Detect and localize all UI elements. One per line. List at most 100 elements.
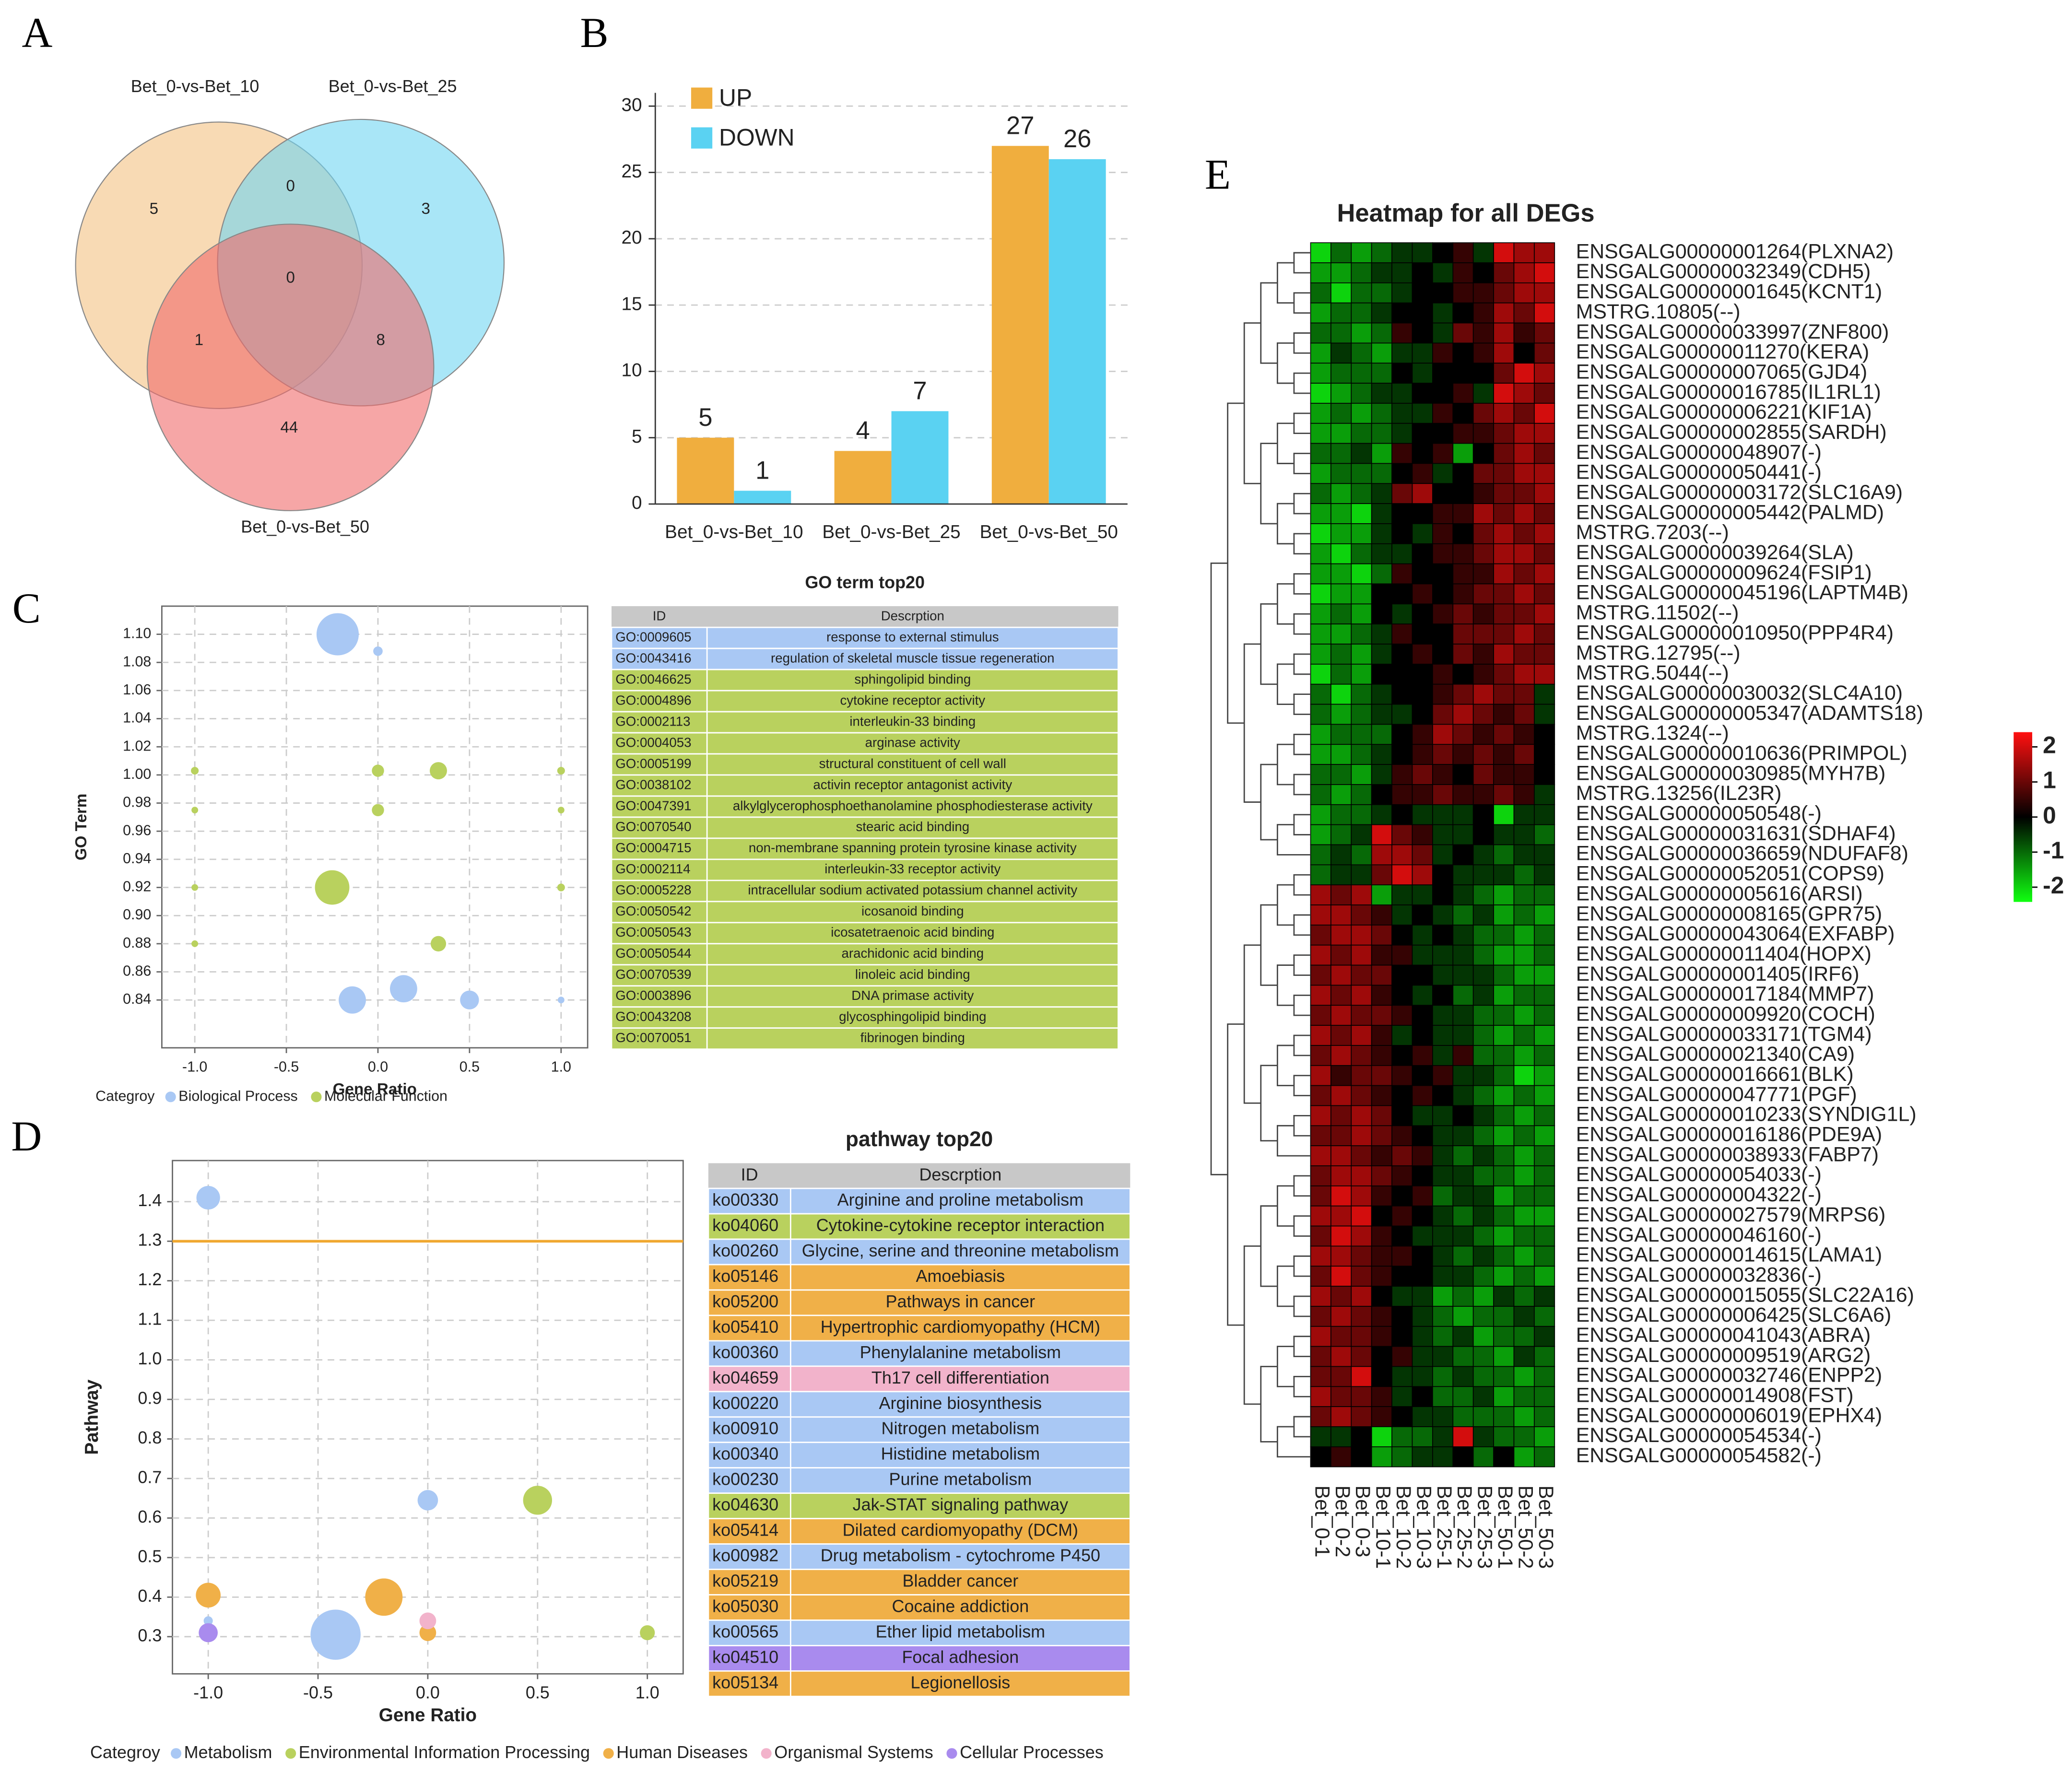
heatmap-cell bbox=[1351, 644, 1372, 665]
heatmap-cell bbox=[1493, 744, 1515, 765]
heatmap-cell bbox=[1472, 1386, 1494, 1407]
heatmap-cell bbox=[1371, 1025, 1392, 1046]
row-label: ENSGALG00000006425(SLC6A6) bbox=[1576, 1303, 1892, 1326]
heatmap-cell bbox=[1391, 383, 1413, 404]
heatmap-cell bbox=[1513, 1245, 1535, 1267]
table-row bbox=[611, 1027, 1119, 1050]
heatmap-cell bbox=[1493, 403, 1515, 424]
heatmap-cell bbox=[1432, 1245, 1454, 1267]
heatmap-cell bbox=[1391, 422, 1413, 444]
heatmap-cell bbox=[1391, 1065, 1413, 1086]
heatmap-cell bbox=[1513, 1266, 1535, 1287]
heatmap-cell bbox=[1534, 964, 1555, 986]
table-cell: Ether lipid metabolism bbox=[876, 1621, 1046, 1641]
row-label: ENSGALG00000039264(SLA) bbox=[1576, 541, 1854, 564]
heatmap-cell bbox=[1412, 1426, 1433, 1447]
heatmap-cell bbox=[1513, 1326, 1535, 1347]
heatmap-cell bbox=[1534, 1105, 1555, 1127]
heatmap-cell bbox=[1452, 985, 1474, 1006]
heatmap-cell bbox=[1432, 1366, 1454, 1387]
heatmap-cell bbox=[1534, 724, 1555, 745]
row-label: ENSGALG00000030032(SLC4A10) bbox=[1576, 681, 1903, 704]
heatmap-cell bbox=[1432, 282, 1454, 304]
x-tick-label: -1.0 bbox=[182, 1058, 207, 1075]
heatmap-cell bbox=[1391, 1286, 1413, 1307]
table-cell: Drug metabolism - cytochrome P450 bbox=[821, 1546, 1100, 1565]
heatmap-cell bbox=[1330, 824, 1352, 845]
heatmap-cell bbox=[1513, 1065, 1535, 1086]
row-label: ENSGALG00000015055(SLC22A16) bbox=[1576, 1283, 1914, 1306]
heatmap-cell bbox=[1493, 583, 1515, 605]
row-label: ENSGALG00000054534(-) bbox=[1576, 1424, 1822, 1447]
heatmap-cell bbox=[1330, 1165, 1352, 1186]
heatmap-cell bbox=[1493, 322, 1515, 344]
heatmap-cell bbox=[1432, 422, 1454, 444]
heatmap-cell bbox=[1493, 463, 1515, 484]
heatmap-cell bbox=[1432, 1005, 1454, 1026]
heatmap-cell bbox=[1412, 383, 1433, 404]
heatmap-cell bbox=[1412, 322, 1433, 344]
table-cell: ko05134 bbox=[712, 1672, 778, 1692]
heatmap-cell bbox=[1534, 744, 1555, 765]
heatmap-cell bbox=[1432, 403, 1454, 424]
table-row bbox=[611, 943, 1119, 966]
heatmap-cell bbox=[1513, 302, 1535, 324]
table-cell: GO:0004053 bbox=[615, 735, 691, 750]
heatmap-cell bbox=[1472, 884, 1494, 905]
heatmap-cell bbox=[1534, 242, 1555, 263]
heatmap-cell bbox=[1330, 342, 1352, 364]
heatmap-cell bbox=[1452, 1165, 1474, 1186]
heatmap-cell bbox=[1371, 363, 1392, 384]
x-tick-label: -0.5 bbox=[274, 1058, 299, 1075]
heatmap-cell bbox=[1412, 543, 1433, 564]
heatmap-cell bbox=[1452, 443, 1474, 464]
table-cell: GO:0046625 bbox=[615, 671, 691, 686]
row-label: ENSGALG00000006019(EPHX4) bbox=[1576, 1404, 1883, 1427]
column-label: Bet_0-2 bbox=[1331, 1485, 1354, 1557]
heatmap-cell bbox=[1330, 1005, 1352, 1026]
heatmap-cell bbox=[1330, 523, 1352, 544]
heatmap-cell bbox=[1391, 664, 1413, 685]
row-label: ENSGALG00000054033(-) bbox=[1576, 1163, 1822, 1186]
heatmap-cell bbox=[1432, 764, 1454, 785]
heatmap-cell bbox=[1472, 1085, 1494, 1106]
table-cell: icosatetraenoic acid binding bbox=[831, 925, 994, 939]
table-cell: ko05200 bbox=[712, 1291, 778, 1311]
heatmap-cell bbox=[1412, 704, 1433, 725]
heatmap-cell bbox=[1391, 1306, 1413, 1327]
heatmap-cell bbox=[1351, 1386, 1372, 1407]
heatmap-cell bbox=[1432, 1085, 1454, 1106]
heatmap-cell bbox=[1493, 1045, 1515, 1066]
heatmap-cell bbox=[1310, 262, 1331, 283]
heatmap-cell bbox=[1472, 764, 1494, 785]
column-label: Bet_10-2 bbox=[1392, 1485, 1415, 1569]
heatmap-cell bbox=[1472, 322, 1494, 344]
heatmap-cell bbox=[1330, 383, 1352, 404]
heatmap-cell bbox=[1310, 1025, 1331, 1046]
table-cell: ko04510 bbox=[712, 1647, 778, 1666]
legend-label: Organismal Systems bbox=[774, 1742, 933, 1762]
heatmap-cell bbox=[1371, 964, 1392, 986]
row-label: ENSGALG00000009624(FSIP1) bbox=[1576, 561, 1872, 584]
table-cell: Focal adhesion bbox=[902, 1647, 1019, 1666]
heatmap-cell bbox=[1493, 262, 1515, 283]
heatmap-cell bbox=[1472, 1245, 1494, 1267]
legend-label: Biological Process bbox=[178, 1088, 297, 1104]
heatmap-cell bbox=[1310, 964, 1331, 986]
y-tick-label: 0.3 bbox=[138, 1625, 162, 1645]
heatmap-cell bbox=[1310, 342, 1331, 364]
row-label: ENSGALG00000030985(MYH7B) bbox=[1576, 762, 1886, 785]
heatmap-cell bbox=[1452, 523, 1474, 544]
panel-label: E bbox=[1205, 152, 1231, 199]
heatmap-cell bbox=[1371, 242, 1392, 263]
heatmap-cell bbox=[1330, 603, 1352, 625]
heatmap-cell bbox=[1310, 422, 1331, 444]
heatmap-cell bbox=[1472, 964, 1494, 986]
heatmap-cell bbox=[1330, 282, 1352, 304]
table-row bbox=[611, 985, 1119, 1008]
y-tick-label: 1.0 bbox=[138, 1349, 162, 1368]
heatmap-cell bbox=[1412, 1366, 1433, 1387]
heatmap-cell bbox=[1330, 884, 1352, 905]
heatmap-cell bbox=[1391, 1245, 1413, 1267]
heatmap-cell bbox=[1513, 1105, 1535, 1127]
